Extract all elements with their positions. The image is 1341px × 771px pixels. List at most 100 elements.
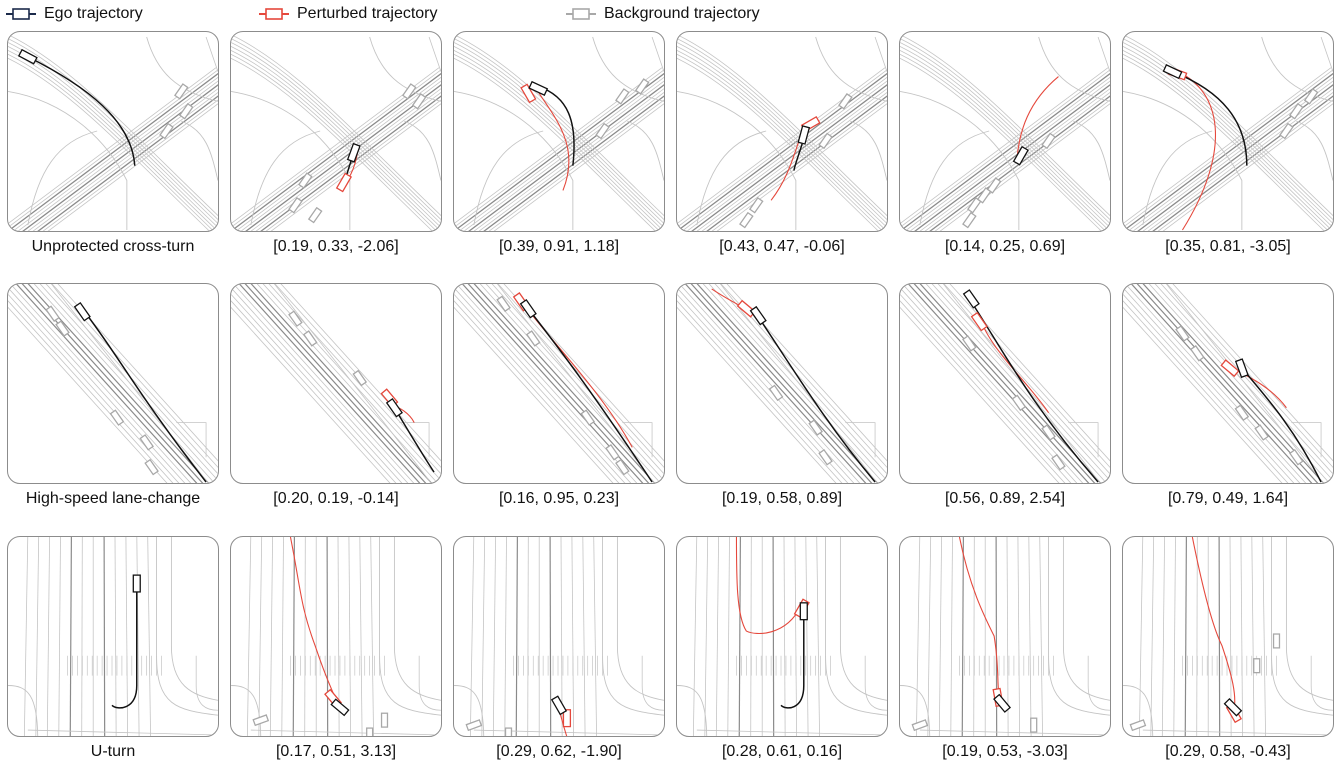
scene-map <box>677 284 887 483</box>
background-vehicle <box>144 458 159 476</box>
perturbation-params: [0.19, 0.33, -2.06] <box>273 238 399 255</box>
perturbation-params: [0.79, 0.49, 1.64] <box>1167 490 1289 507</box>
legend-ego-label: Ego trajectory <box>44 5 143 22</box>
ego-vehicle <box>1223 697 1243 717</box>
ego-swatch-icon <box>6 8 36 20</box>
scenario-panel <box>453 31 665 232</box>
ego-trajectory <box>755 313 876 483</box>
scene-map <box>231 34 441 231</box>
perturbed-vehicle <box>970 311 988 332</box>
perturbation-params: [0.29, 0.58, -0.43] <box>1165 743 1291 760</box>
road-network <box>454 34 664 231</box>
background-vehicle <box>1030 717 1038 733</box>
scenario-panel <box>899 283 1111 484</box>
ego-vehicle <box>993 693 1012 713</box>
background-vehicle <box>45 305 60 322</box>
road-network <box>900 284 1110 483</box>
scenario-panel <box>230 536 442 737</box>
ego-vehicle <box>749 305 767 326</box>
ego-vehicle <box>73 301 91 322</box>
scene-map <box>677 34 887 231</box>
scenario-panel <box>230 31 442 232</box>
perturbed-trajectory <box>1191 537 1236 711</box>
road-network <box>677 284 887 483</box>
background-vehicle <box>525 330 541 347</box>
ego-vehicle <box>346 142 361 163</box>
background-vehicle <box>288 196 303 214</box>
perturbation-params: [0.14, 0.25, 0.69] <box>944 238 1066 255</box>
background-vehicle <box>595 122 610 140</box>
ego-vehicle <box>385 397 403 418</box>
background-vehicle <box>1254 424 1269 441</box>
background-vehicle <box>504 727 513 736</box>
background-vehicle <box>580 409 596 426</box>
ego-vehicle <box>797 125 811 145</box>
scene-map <box>1123 34 1333 231</box>
perturbed-trajectory <box>735 537 802 634</box>
background-vehicle <box>634 78 650 95</box>
background-vehicle <box>401 83 417 100</box>
perturbation-params: [0.19, 0.58, 0.89] <box>721 490 843 507</box>
perturbed-vehicle <box>520 83 537 104</box>
perturbed-vehicle <box>1220 359 1240 378</box>
scenario-title: High-speed lane-change <box>25 490 201 507</box>
scenario-panel <box>676 31 888 232</box>
background-vehicle <box>380 712 389 728</box>
background-vehicle <box>1041 132 1056 150</box>
background-vehicle <box>174 83 189 100</box>
scenario-panel <box>230 283 442 484</box>
background-vehicle <box>1289 102 1304 120</box>
scenario-panel <box>7 31 219 232</box>
background-vehicle <box>808 419 823 436</box>
background-vehicle <box>605 444 620 461</box>
background-vehicle <box>1272 633 1281 649</box>
ego-vehicle <box>519 298 537 319</box>
legend-background-label: Background trajectory <box>604 5 760 22</box>
ego-vehicle <box>799 602 808 621</box>
perturbed-trajectory <box>1016 76 1059 161</box>
background-vehicle <box>178 102 194 120</box>
perturbation-params: [0.17, 0.51, 3.13] <box>275 743 397 760</box>
background-vehicle <box>748 196 764 214</box>
road-network <box>1123 284 1333 483</box>
road-network <box>1123 537 1333 736</box>
scenario-panel <box>899 31 1111 232</box>
background-vehicle <box>366 727 374 736</box>
ego-trajectory <box>81 308 207 483</box>
background-vehicle <box>739 211 754 229</box>
scenario-panel <box>676 283 888 484</box>
background-vehicle <box>496 295 511 313</box>
background-vehicle <box>1190 345 1205 362</box>
scenario-panel <box>676 536 888 737</box>
scenario-panel <box>1122 31 1334 232</box>
road-network <box>231 284 441 483</box>
scenario-panel <box>899 536 1111 737</box>
road-network <box>1123 34 1333 231</box>
ego-trajectory <box>1241 367 1322 483</box>
scene-map <box>454 34 664 231</box>
ego-trajectory <box>111 586 138 709</box>
road-network <box>677 34 887 231</box>
road-network <box>677 537 887 736</box>
background-vehicle <box>411 93 427 110</box>
scene-map <box>231 284 441 483</box>
background-vehicle <box>1303 88 1319 105</box>
scenario-title: U-turn <box>90 743 136 760</box>
scene-map <box>454 537 664 736</box>
scene-map <box>231 537 441 736</box>
ego-vehicle <box>550 695 568 716</box>
ego-trajectory <box>780 606 805 709</box>
perturbed-trajectory <box>522 303 633 448</box>
scene-map <box>677 537 887 736</box>
ego-trajectory <box>527 308 653 483</box>
background-vehicle <box>818 448 833 466</box>
background-vehicle <box>818 132 833 150</box>
scene-map <box>1123 284 1333 483</box>
scene-map <box>900 284 1110 483</box>
ego-vehicle <box>1234 358 1249 379</box>
perturbed-trajectory <box>289 537 336 698</box>
background-vehicle <box>911 719 929 732</box>
background-vehicle <box>962 335 977 352</box>
background-vehicle <box>302 330 318 347</box>
perturbation-params: [0.56, 0.89, 2.54] <box>944 490 1066 507</box>
